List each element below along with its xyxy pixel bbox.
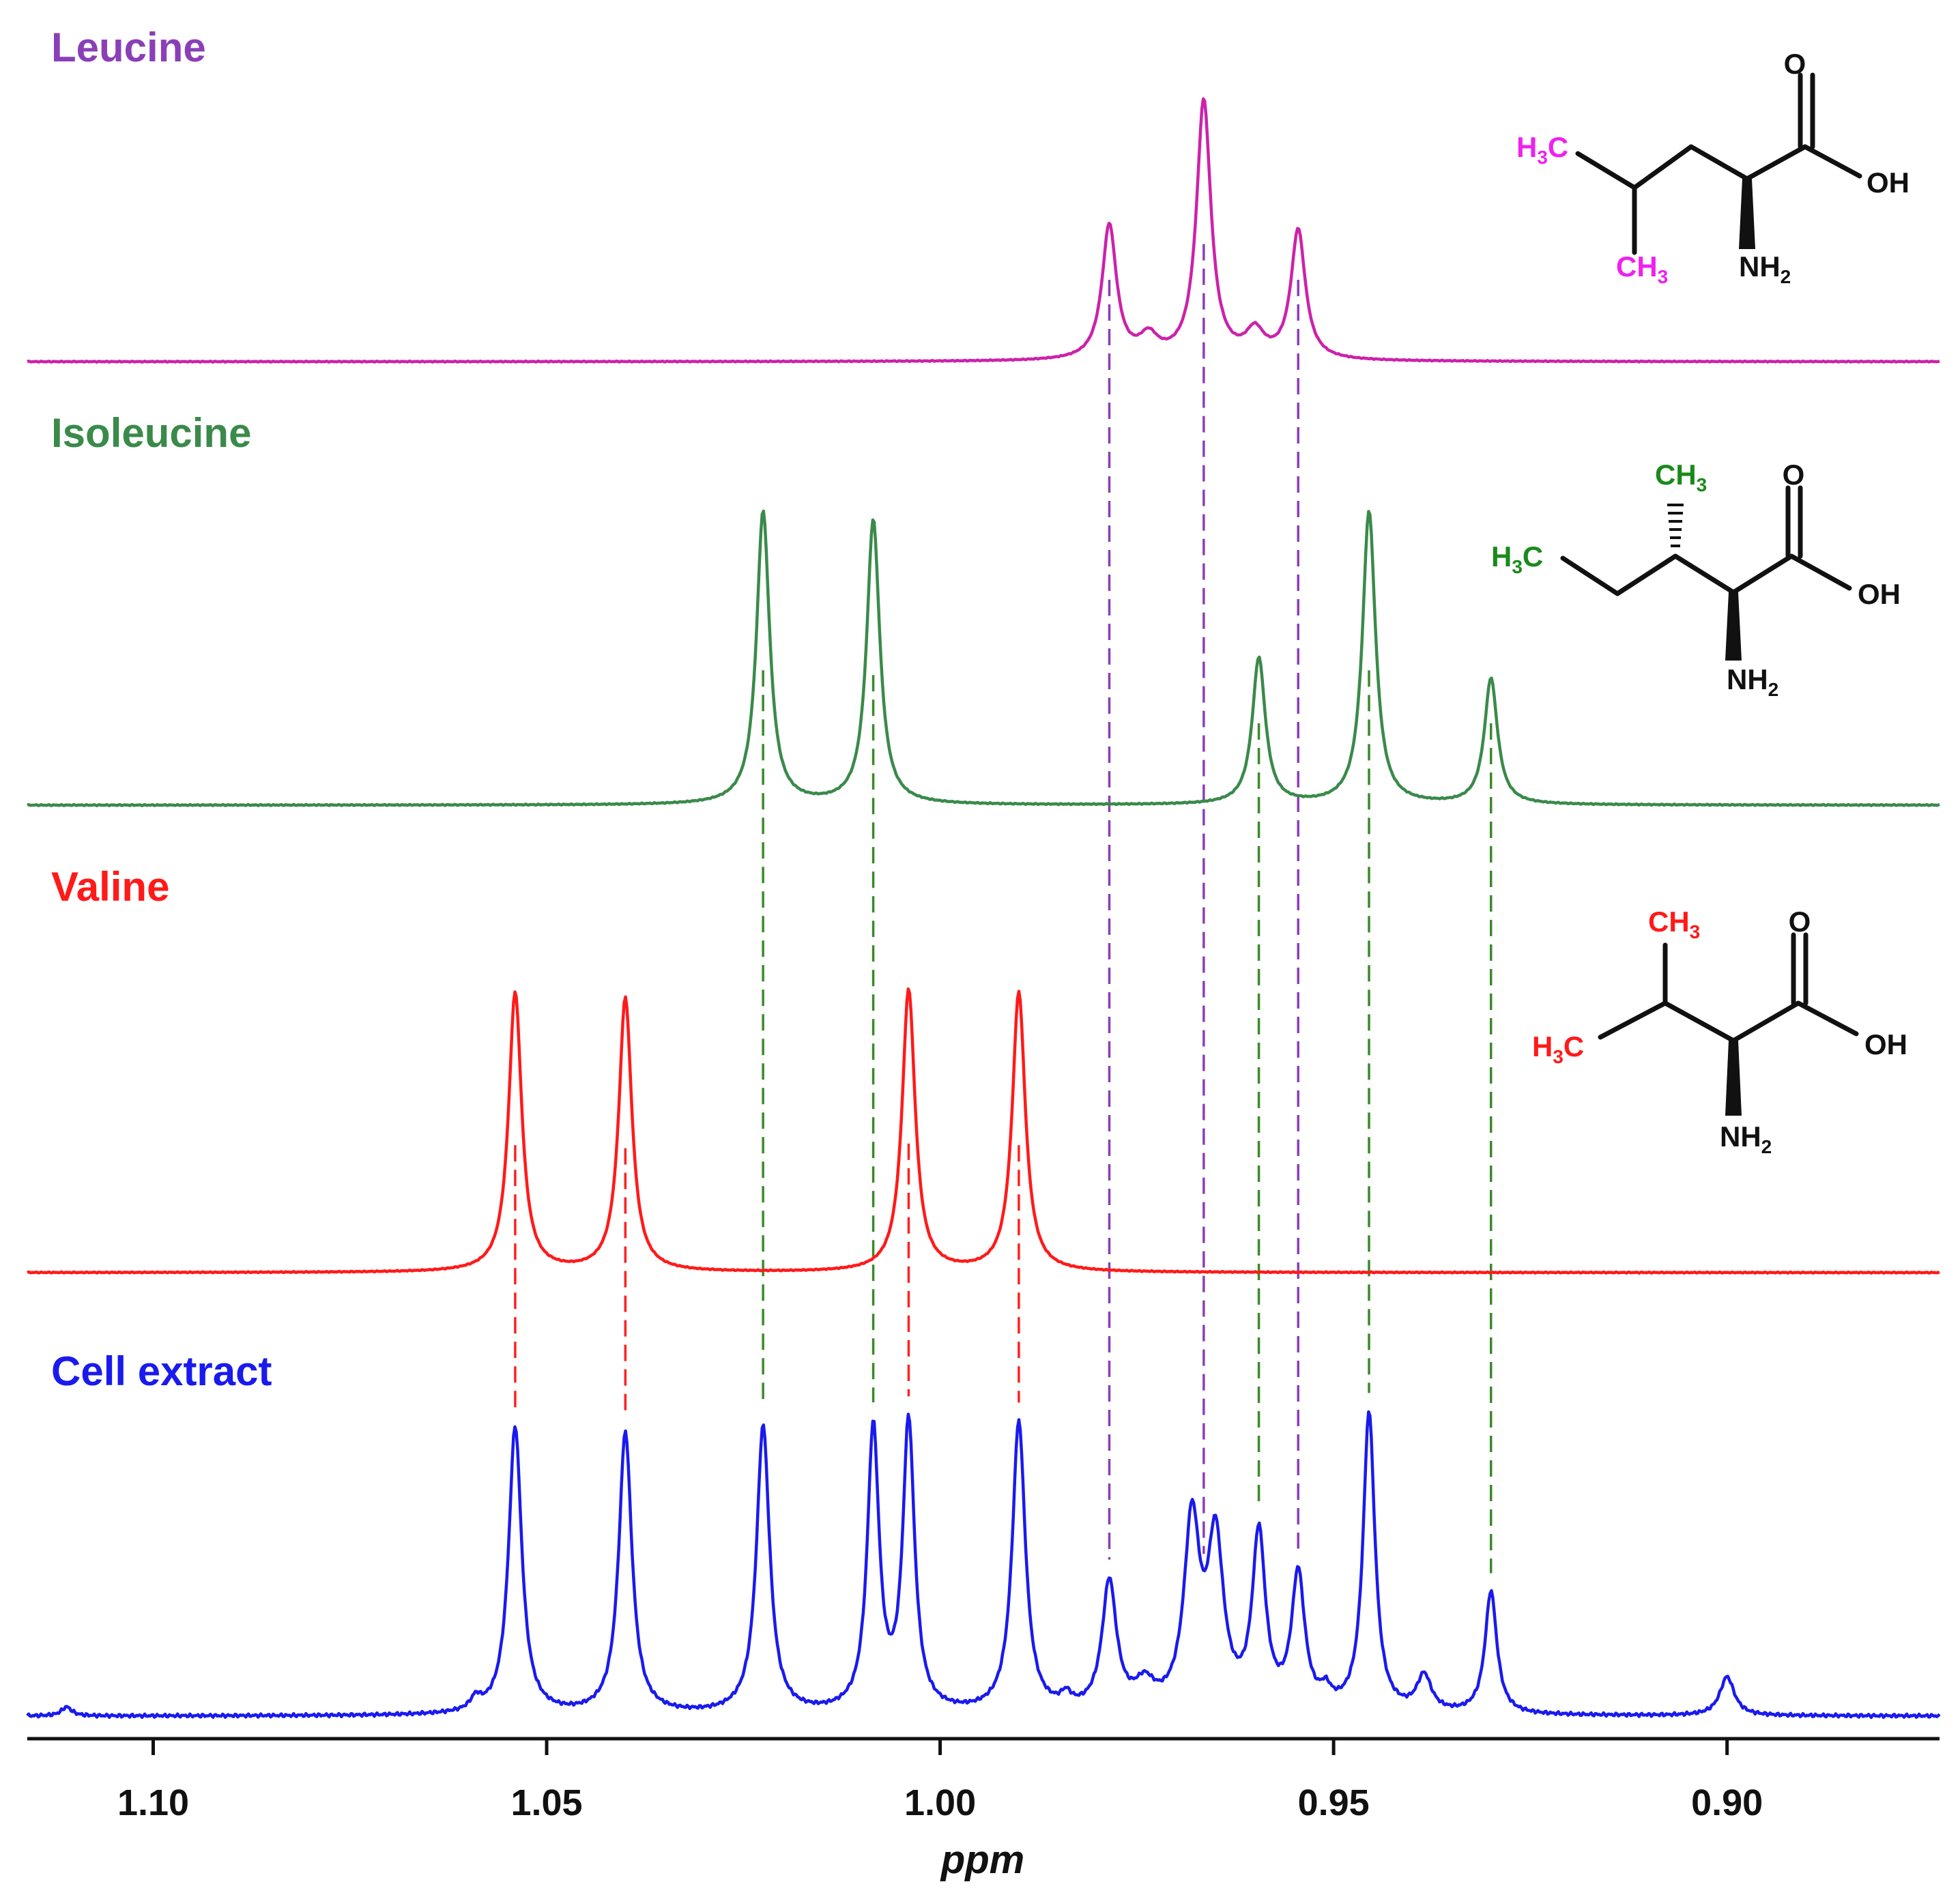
series-label-isoleucine: Isoleucine (51, 410, 251, 456)
x-axis-title: ppm (940, 1838, 1024, 1882)
isoleucine-amine: NH2 (1727, 663, 1778, 700)
valine-methyl-a: H3C (1532, 1030, 1584, 1067)
leucine-trace (27, 97, 1940, 364)
isoleucine-carbonyl-o: O (1783, 459, 1805, 491)
series-label-valine: Valine (51, 864, 169, 910)
spectra (26, 97, 1941, 1720)
valine-hydroxyl: OH (1864, 1028, 1907, 1060)
series-label-leucine: Leucine (51, 25, 206, 70)
isoleucine-structure: H3C CH3 O OH NH2 (1491, 459, 1901, 700)
leucine-structure: H3C CH3 O OH NH2 (1516, 48, 1909, 287)
isoleucine-trace (27, 509, 1940, 807)
isoleucine-methyl-a: H3C (1491, 540, 1543, 577)
isoleucine-methyl-b: CH3 (1655, 459, 1707, 495)
x-tick-label: 0.90 (1691, 1782, 1763, 1823)
series-label-cell-extract: Cell extract (51, 1348, 272, 1394)
x-tick-label: 1.10 (117, 1782, 189, 1823)
valine-methyl-b: CH3 (1648, 906, 1700, 942)
valine-structure: H3C CH3 O OH NH2 (1532, 906, 1907, 1157)
x-axis-ticks: 1.10 1.05 1.00 0.95 0.90 (117, 1739, 1763, 1823)
leucine-methyl-a: H3C (1516, 131, 1568, 168)
valine-amine: NH2 (1720, 1120, 1772, 1157)
x-axis: 1.10 1.05 1.00 0.95 0.90 ppm (27, 1737, 1940, 1882)
x-tick-label: 1.05 (510, 1782, 582, 1823)
leucine-methyl-b: CH3 (1616, 250, 1668, 287)
cell-extract-trace (26, 1410, 1941, 1720)
leucine-hydroxyl: OH (1867, 166, 1909, 199)
valine-trace (27, 987, 1940, 1275)
valine-carbonyl-o: O (1789, 906, 1811, 938)
guide-lines (514, 244, 1493, 1574)
x-tick-label: 0.95 (1298, 1782, 1370, 1823)
leucine-carbonyl-o: O (1784, 48, 1806, 80)
x-tick-label: 1.00 (904, 1782, 976, 1823)
leucine-amine: NH2 (1739, 250, 1791, 287)
isoleucine-hydroxyl: OH (1858, 578, 1901, 610)
